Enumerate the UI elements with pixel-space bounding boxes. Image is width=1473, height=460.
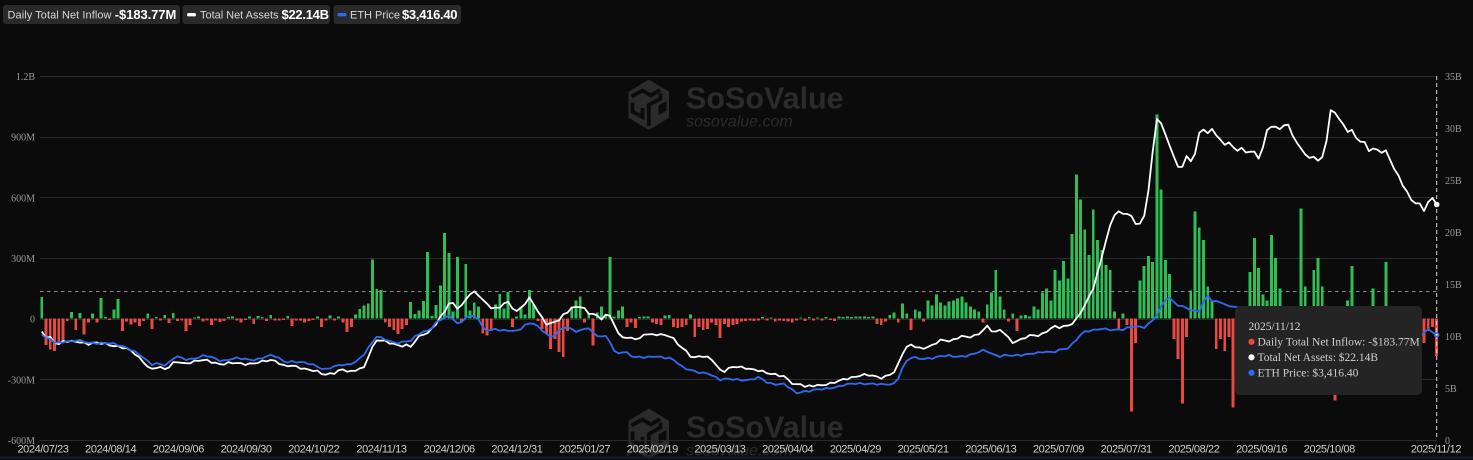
svg-text:2025/07/09: 2025/07/09	[1033, 444, 1084, 456]
svg-text:2025/08/22: 2025/08/22	[1168, 444, 1219, 456]
svg-text:2025/11/12: 2025/11/12	[1411, 444, 1462, 456]
svg-text:0: 0	[30, 315, 35, 326]
svg-text:2025/11/12: 2025/11/12	[1249, 321, 1301, 333]
svg-text:Daily Total Net Inflow: Daily Total Net Inflow	[8, 10, 112, 22]
svg-text:2024/12/31: 2024/12/31	[491, 444, 542, 456]
svg-text:2025/10/08: 2025/10/08	[1304, 444, 1355, 456]
svg-text:2024/10/22: 2024/10/22	[288, 444, 339, 456]
svg-text:2025/01/27: 2025/01/27	[559, 444, 610, 456]
svg-text:2024/07/23: 2024/07/23	[17, 444, 68, 456]
svg-text:900M: 900M	[11, 133, 35, 144]
svg-text:2025/06/13: 2025/06/13	[965, 444, 1016, 456]
svg-text:2024/09/30: 2024/09/30	[221, 444, 272, 456]
svg-text:20B: 20B	[1445, 228, 1462, 239]
svg-text:2024/09/06: 2024/09/06	[153, 444, 204, 456]
svg-text:5B: 5B	[1445, 384, 1457, 395]
svg-text:sosovalue.com: sosovalue.com	[686, 114, 793, 131]
svg-text:-600M: -600M	[8, 436, 35, 447]
svg-text:30B: 30B	[1445, 124, 1462, 135]
svg-text:15B: 15B	[1445, 280, 1462, 291]
svg-text:2025/03/13: 2025/03/13	[694, 444, 745, 456]
svg-text:SoSoValue: SoSoValue	[686, 82, 844, 116]
svg-text:300M: 300M	[11, 254, 35, 265]
svg-text:ETH Price: ETH Price	[350, 10, 400, 22]
svg-text:2024/08/14: 2024/08/14	[85, 444, 136, 456]
svg-text:2024/11/13: 2024/11/13	[356, 444, 407, 456]
svg-text:Total Net Assets: $22.14B: Total Net Assets: $22.14B	[1258, 351, 1379, 364]
svg-text:25B: 25B	[1445, 176, 1462, 187]
svg-text:$3,416.40: $3,416.40	[402, 7, 458, 22]
svg-text:Total Net Assets: Total Net Assets	[200, 10, 279, 22]
svg-text:2025/04/29: 2025/04/29	[830, 444, 881, 456]
svg-text:2025/07/31: 2025/07/31	[1101, 444, 1152, 456]
svg-text:$22.14B: $22.14B	[282, 7, 330, 22]
svg-text:-300M: -300M	[8, 375, 35, 386]
svg-text:2025/02/19: 2025/02/19	[627, 444, 678, 456]
svg-text:600M: 600M	[11, 193, 35, 204]
svg-text:sosovalue.com: sosovalue.com	[686, 443, 793, 460]
svg-text:Daily Total Net Inflow: -$183.: Daily Total Net Inflow: -$183.77M	[1258, 336, 1420, 349]
svg-text:-$183.77M: -$183.77M	[115, 7, 177, 22]
svg-text:SoSoValue: SoSoValue	[686, 411, 844, 445]
svg-text:0: 0	[1445, 436, 1450, 447]
svg-text:ETH Price: $3,416.40: ETH Price: $3,416.40	[1258, 367, 1359, 380]
svg-text:10B: 10B	[1445, 332, 1462, 343]
svg-text:2024/12/06: 2024/12/06	[424, 444, 475, 456]
svg-text:35B: 35B	[1445, 72, 1462, 83]
svg-text:2025/04/04: 2025/04/04	[762, 444, 813, 456]
svg-text:2025/09/16: 2025/09/16	[1236, 444, 1287, 456]
svg-text:2025/05/21: 2025/05/21	[898, 444, 949, 456]
svg-text:1.2B: 1.2B	[16, 72, 36, 83]
